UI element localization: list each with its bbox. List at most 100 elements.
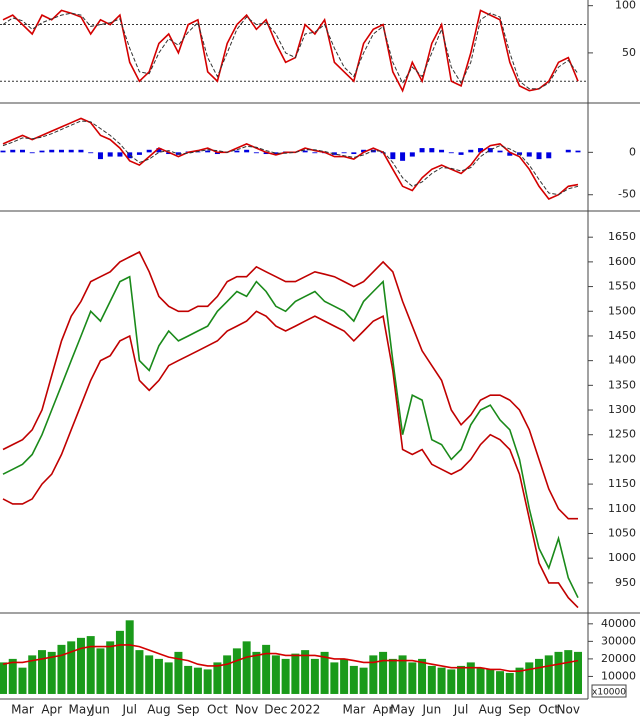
bar <box>574 651 582 694</box>
bar <box>565 149 571 153</box>
bar <box>575 150 581 153</box>
bar <box>58 149 64 153</box>
y-tick-label: -50 <box>618 188 636 201</box>
y-tick-label: 1000 <box>608 551 636 564</box>
bar <box>301 650 310 694</box>
bar <box>164 662 173 694</box>
bar <box>466 662 475 694</box>
bar <box>408 662 417 694</box>
series-line <box>2 250 578 520</box>
x-tick-label: Mar <box>343 703 366 717</box>
unit-box <box>591 684 627 698</box>
x-tick-label: Apr <box>373 703 394 717</box>
bar <box>398 655 407 694</box>
x-tick-label: Jul <box>121 703 136 717</box>
bar <box>125 620 134 694</box>
bar <box>213 662 222 694</box>
x-tick-label: Mar <box>11 703 34 717</box>
bar <box>47 651 56 694</box>
y-tick-label: 1450 <box>608 329 636 342</box>
y-tick-label: 1350 <box>608 378 636 391</box>
bar <box>19 149 25 153</box>
bar <box>361 149 367 153</box>
bar <box>486 669 495 694</box>
bar <box>291 653 300 694</box>
y-tick-label: 50 <box>622 46 636 59</box>
bar <box>107 152 113 157</box>
bar <box>28 655 37 694</box>
bar <box>271 655 280 694</box>
x-tick-label: Apr <box>41 703 62 717</box>
bar <box>117 152 123 157</box>
bar <box>312 152 318 154</box>
bar <box>535 658 544 694</box>
x-tick-label: Oct <box>207 703 228 717</box>
series-line <box>2 9 579 93</box>
bar <box>487 148 493 153</box>
bar <box>146 149 152 153</box>
y-tick-label: 1550 <box>608 280 636 293</box>
bar <box>253 152 259 154</box>
bar <box>458 152 464 155</box>
x-tick-label: Dec <box>264 703 287 717</box>
bar <box>184 665 193 694</box>
bar <box>351 152 357 155</box>
bar <box>174 651 183 694</box>
y-tick-label: 1050 <box>608 526 636 539</box>
bar <box>429 148 435 153</box>
bar <box>310 658 319 694</box>
x-tick-label: Jun <box>90 703 110 717</box>
bar <box>68 149 74 153</box>
y-tick-label: 1100 <box>608 502 636 515</box>
y-tick-label: 1300 <box>608 403 636 416</box>
y-tick-label: 1250 <box>608 428 636 441</box>
bar <box>388 658 397 694</box>
bar <box>136 152 142 155</box>
bar <box>447 669 456 694</box>
bar <box>106 641 115 694</box>
bar <box>507 152 513 156</box>
bar <box>505 672 514 694</box>
bar <box>29 152 35 154</box>
bar <box>49 149 55 153</box>
bar <box>496 671 505 694</box>
bar <box>273 152 279 155</box>
x-tick-label: Jul <box>453 703 468 717</box>
bar <box>457 665 466 694</box>
bar <box>154 658 163 694</box>
bar <box>262 644 271 694</box>
bar <box>409 152 415 157</box>
bar <box>515 667 524 694</box>
bar <box>390 152 396 160</box>
x-tick-label: May <box>69 703 94 717</box>
bar <box>525 662 534 694</box>
series-line <box>2 275 579 599</box>
bar <box>193 667 202 694</box>
y-tick-label: 1600 <box>608 255 636 268</box>
bar <box>341 152 347 154</box>
bar <box>145 655 154 694</box>
bar <box>437 667 446 694</box>
bar <box>546 152 552 159</box>
y-tick-label: 40000 <box>601 617 636 630</box>
bar <box>88 152 94 154</box>
bar <box>232 648 241 694</box>
x-tick-label: Aug <box>479 703 502 717</box>
series-line <box>2 120 579 196</box>
x-tick-label: Oct <box>538 703 559 717</box>
bar <box>359 667 368 694</box>
bar <box>203 669 212 694</box>
bar <box>544 655 553 694</box>
y-tick-label: 1650 <box>608 230 636 243</box>
x-tick-label: Jun <box>421 703 441 717</box>
bar <box>8 658 17 694</box>
x-tick-label: May <box>390 703 415 717</box>
bar <box>302 150 308 153</box>
bar <box>0 150 6 153</box>
bar <box>448 152 454 154</box>
bar <box>234 150 240 153</box>
bar <box>76 637 85 694</box>
bar <box>379 651 388 694</box>
y-tick-label: 10000 <box>601 669 636 682</box>
bar <box>244 149 250 153</box>
